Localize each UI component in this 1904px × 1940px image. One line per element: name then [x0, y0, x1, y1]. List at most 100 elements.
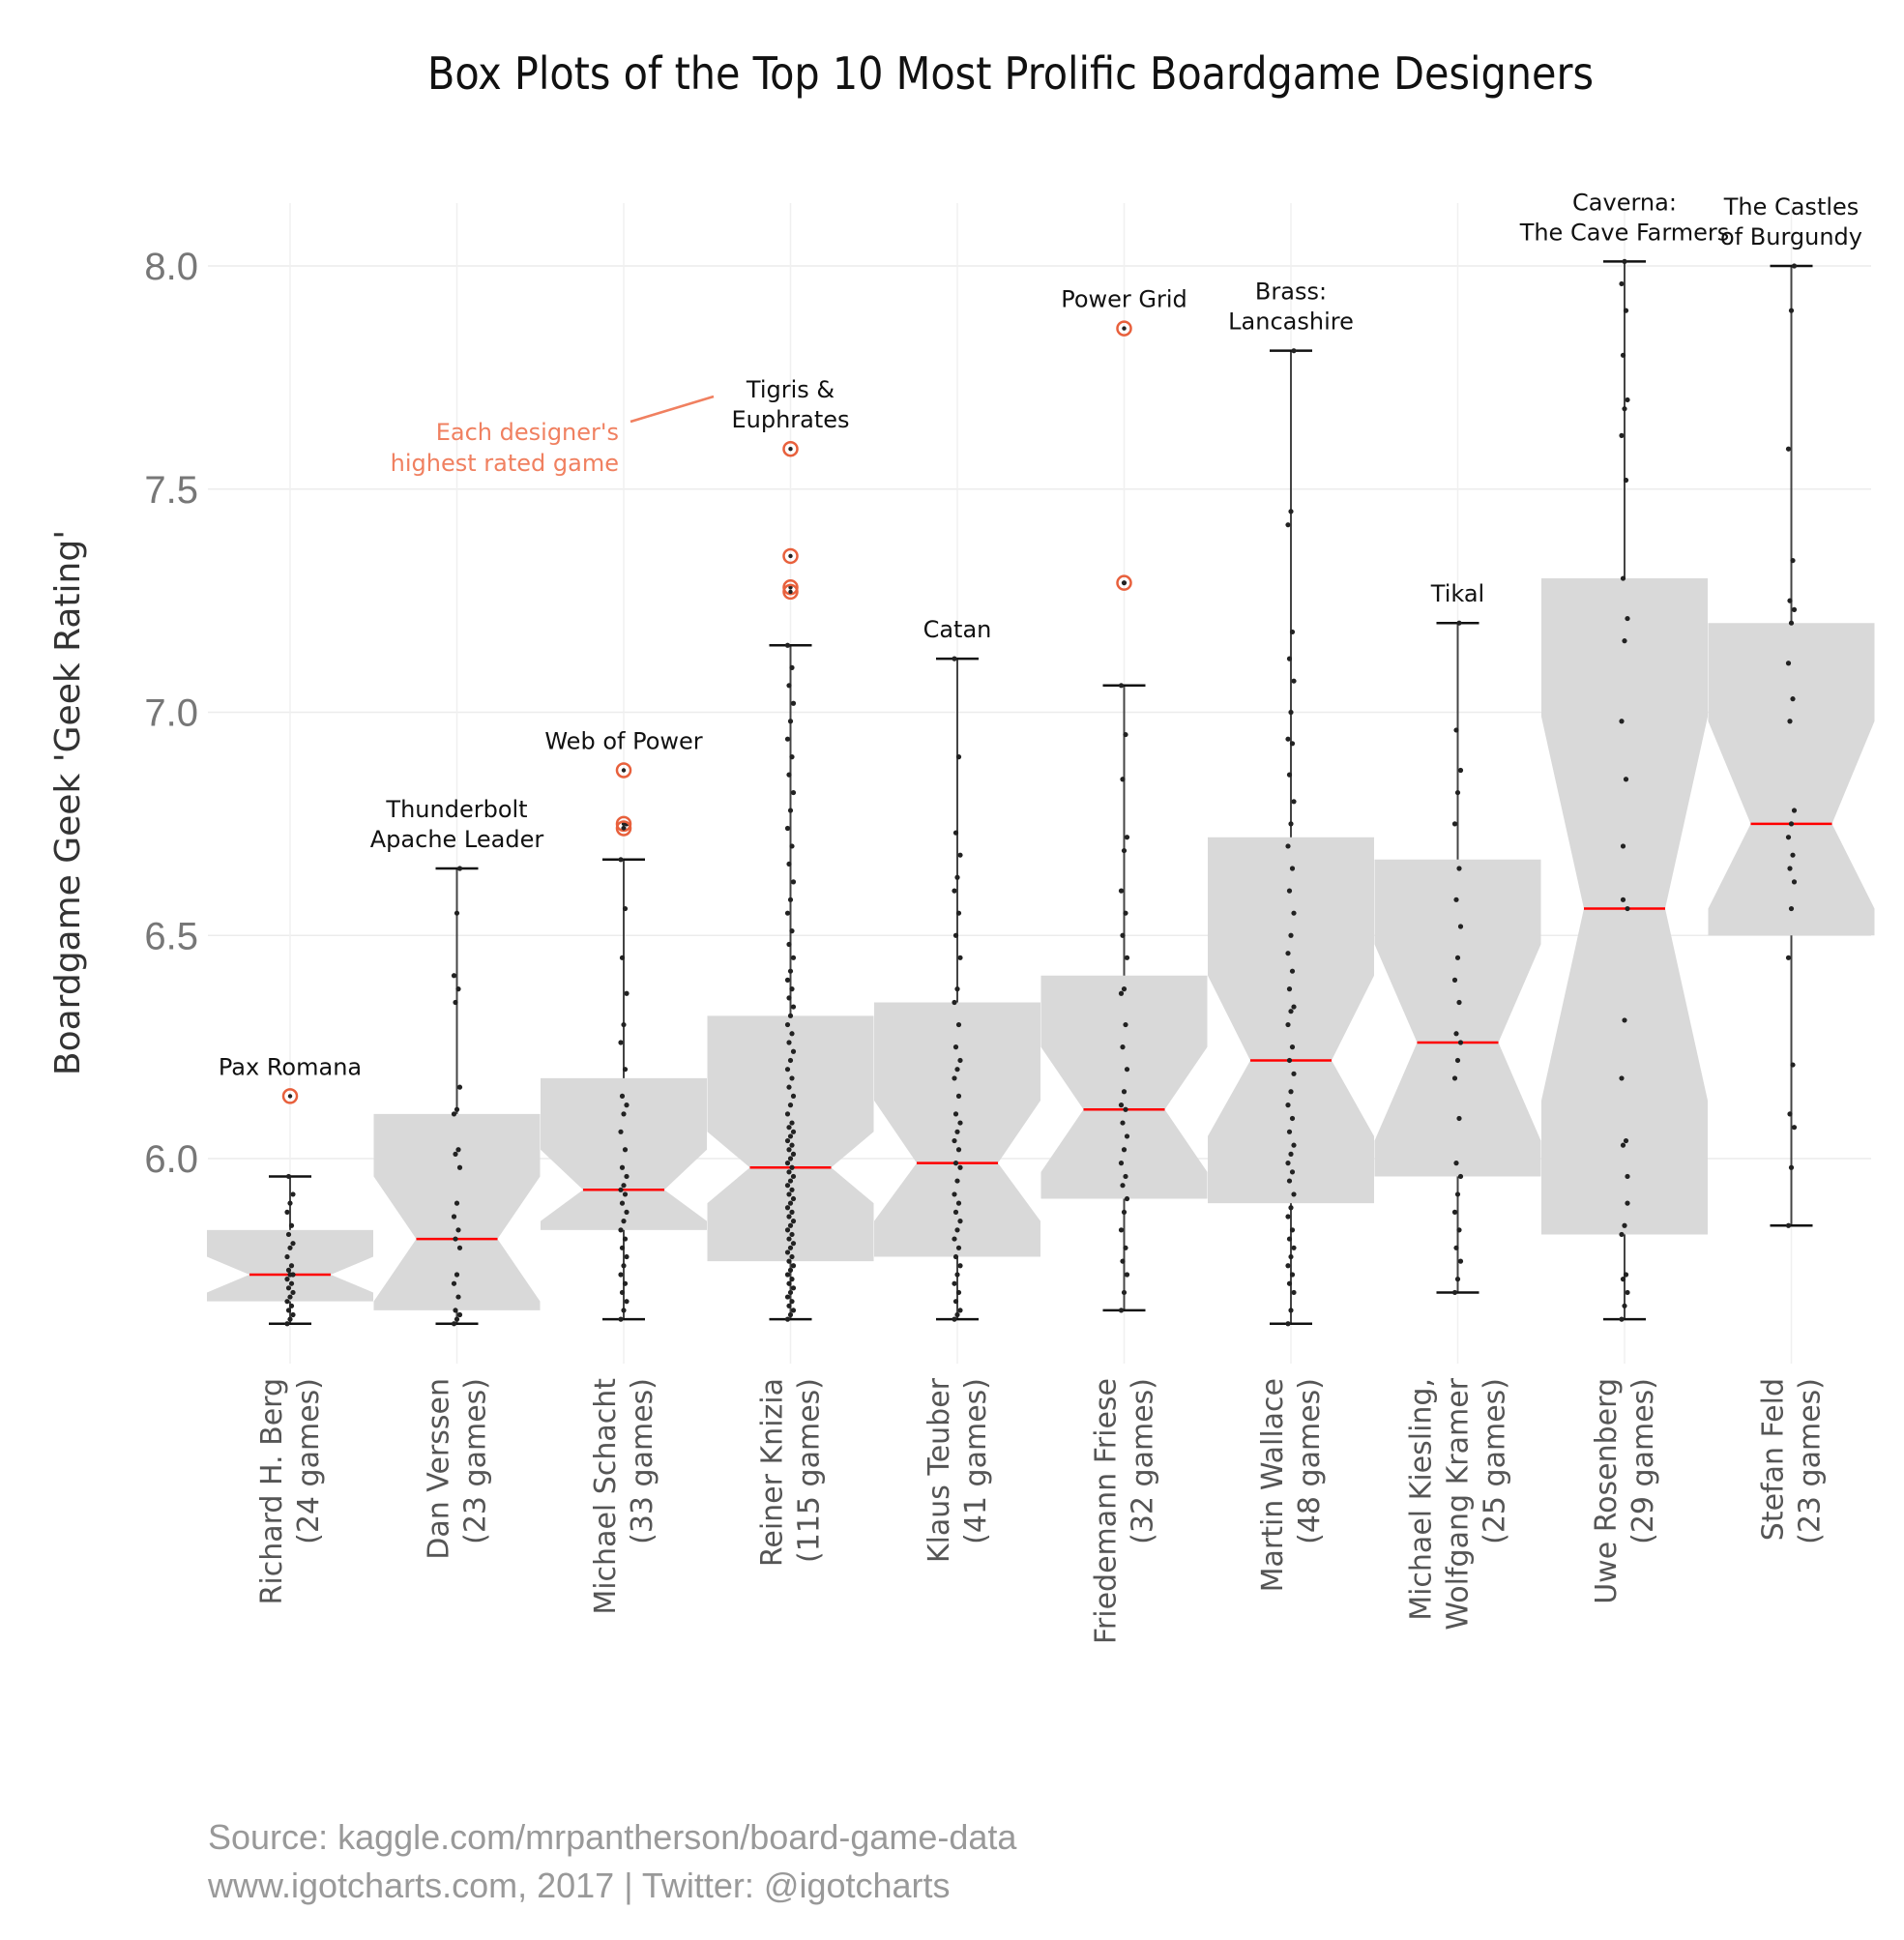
outlier-ring — [782, 579, 799, 596]
data-point — [1451, 1289, 1458, 1296]
data-point — [1291, 348, 1297, 354]
data-point — [787, 808, 794, 813]
data-point — [787, 1057, 794, 1064]
y-tick-label: 7.5 — [144, 469, 198, 512]
data-point — [1120, 932, 1126, 938]
data-point — [455, 1227, 461, 1233]
data-point — [784, 1183, 791, 1189]
data-point — [954, 1227, 960, 1233]
data-point — [624, 1299, 630, 1305]
data-point — [453, 1236, 458, 1242]
source-line-2: www.igotcharts.com, 2017 | Twitter: @igo… — [207, 1866, 951, 1905]
data-point — [789, 1075, 795, 1081]
data-point — [451, 973, 457, 979]
data-point — [624, 990, 630, 996]
data-point — [787, 1289, 794, 1296]
outlier-ring — [615, 820, 632, 837]
data-point — [784, 1111, 791, 1117]
data-point — [1289, 1227, 1296, 1233]
data-point — [285, 1231, 292, 1238]
outlier-point — [287, 1094, 293, 1099]
data-point — [1625, 397, 1630, 403]
data-point — [790, 1048, 797, 1054]
data-point — [1289, 866, 1296, 871]
data-point — [455, 986, 461, 992]
designer-box-group: Tigris & Euphrates — [707, 376, 874, 1322]
data-point — [786, 1258, 792, 1264]
data-point — [1285, 1263, 1291, 1269]
data-point — [1453, 1031, 1459, 1037]
data-point — [789, 1120, 795, 1126]
data-point — [1288, 1009, 1294, 1014]
data-point — [1791, 263, 1798, 269]
data-point — [453, 999, 458, 1006]
data-point — [1291, 1191, 1297, 1197]
data-point — [1289, 741, 1296, 747]
data-point — [787, 968, 794, 974]
data-point — [1124, 835, 1130, 840]
data-point — [1286, 1280, 1293, 1286]
data-point — [784, 1249, 791, 1255]
data-point — [1619, 1231, 1625, 1238]
data-point — [1456, 866, 1462, 871]
data-point — [1620, 897, 1626, 902]
data-point — [1291, 910, 1297, 916]
data-point — [1620, 1277, 1626, 1282]
data-point — [1291, 799, 1297, 805]
data-point — [790, 1093, 797, 1099]
data-point — [786, 861, 792, 867]
data-point — [1620, 1142, 1626, 1148]
data-point — [618, 1040, 624, 1045]
data-point — [952, 932, 959, 938]
data-point — [789, 1231, 795, 1238]
data-point — [290, 1241, 296, 1247]
data-point — [1622, 1303, 1627, 1308]
outlier-ring — [615, 762, 632, 779]
data-point — [789, 1031, 795, 1037]
source-line-1: Source: kaggle.com/mrpantherson/board-ga… — [208, 1817, 1017, 1857]
notched-box — [541, 1077, 707, 1230]
data-point — [789, 1164, 795, 1170]
outlier-ring — [782, 440, 799, 457]
data-point — [1285, 1321, 1291, 1327]
data-point — [1289, 968, 1296, 974]
designer-label: Richard H. Berg (24 games) — [255, 1378, 326, 1604]
outlier-point — [788, 553, 793, 559]
data-point — [955, 1289, 962, 1296]
data-point — [1619, 432, 1625, 438]
data-point — [1787, 1111, 1793, 1117]
data-point — [790, 1308, 797, 1313]
data-point — [618, 857, 624, 863]
data-point — [784, 1137, 791, 1144]
data-point — [957, 1120, 963, 1126]
designer-box-group: Caverna: The Cave Farmers — [1519, 189, 1729, 1322]
data-point — [1623, 1137, 1629, 1144]
data-point — [955, 754, 962, 760]
data-point — [954, 1067, 960, 1073]
data-point — [1788, 821, 1795, 827]
data-point — [1123, 910, 1128, 916]
data-point — [619, 1289, 626, 1296]
data-point — [954, 986, 960, 992]
data-point — [1619, 719, 1625, 724]
data-point — [1451, 821, 1458, 827]
data-point — [787, 1102, 794, 1108]
data-point — [787, 1311, 794, 1318]
designer-box-group: Pax Romana — [207, 1053, 373, 1327]
data-point — [621, 1308, 627, 1313]
data-point — [1291, 1142, 1297, 1148]
data-point — [456, 1084, 463, 1090]
data-point — [1286, 1129, 1293, 1134]
designer-top-game-label: Thunderbolt Apache Leader — [370, 796, 544, 853]
data-point — [1285, 1021, 1291, 1028]
notched-box — [1040, 975, 1208, 1199]
data-point — [1788, 620, 1795, 626]
data-point — [1118, 1161, 1125, 1166]
data-point — [952, 999, 957, 1006]
outlier-ring — [615, 815, 632, 833]
designer-label: Martin Wallace (48 games) — [1256, 1378, 1327, 1592]
data-point — [787, 1178, 794, 1184]
data-point — [789, 1142, 795, 1148]
data-point — [784, 977, 791, 984]
